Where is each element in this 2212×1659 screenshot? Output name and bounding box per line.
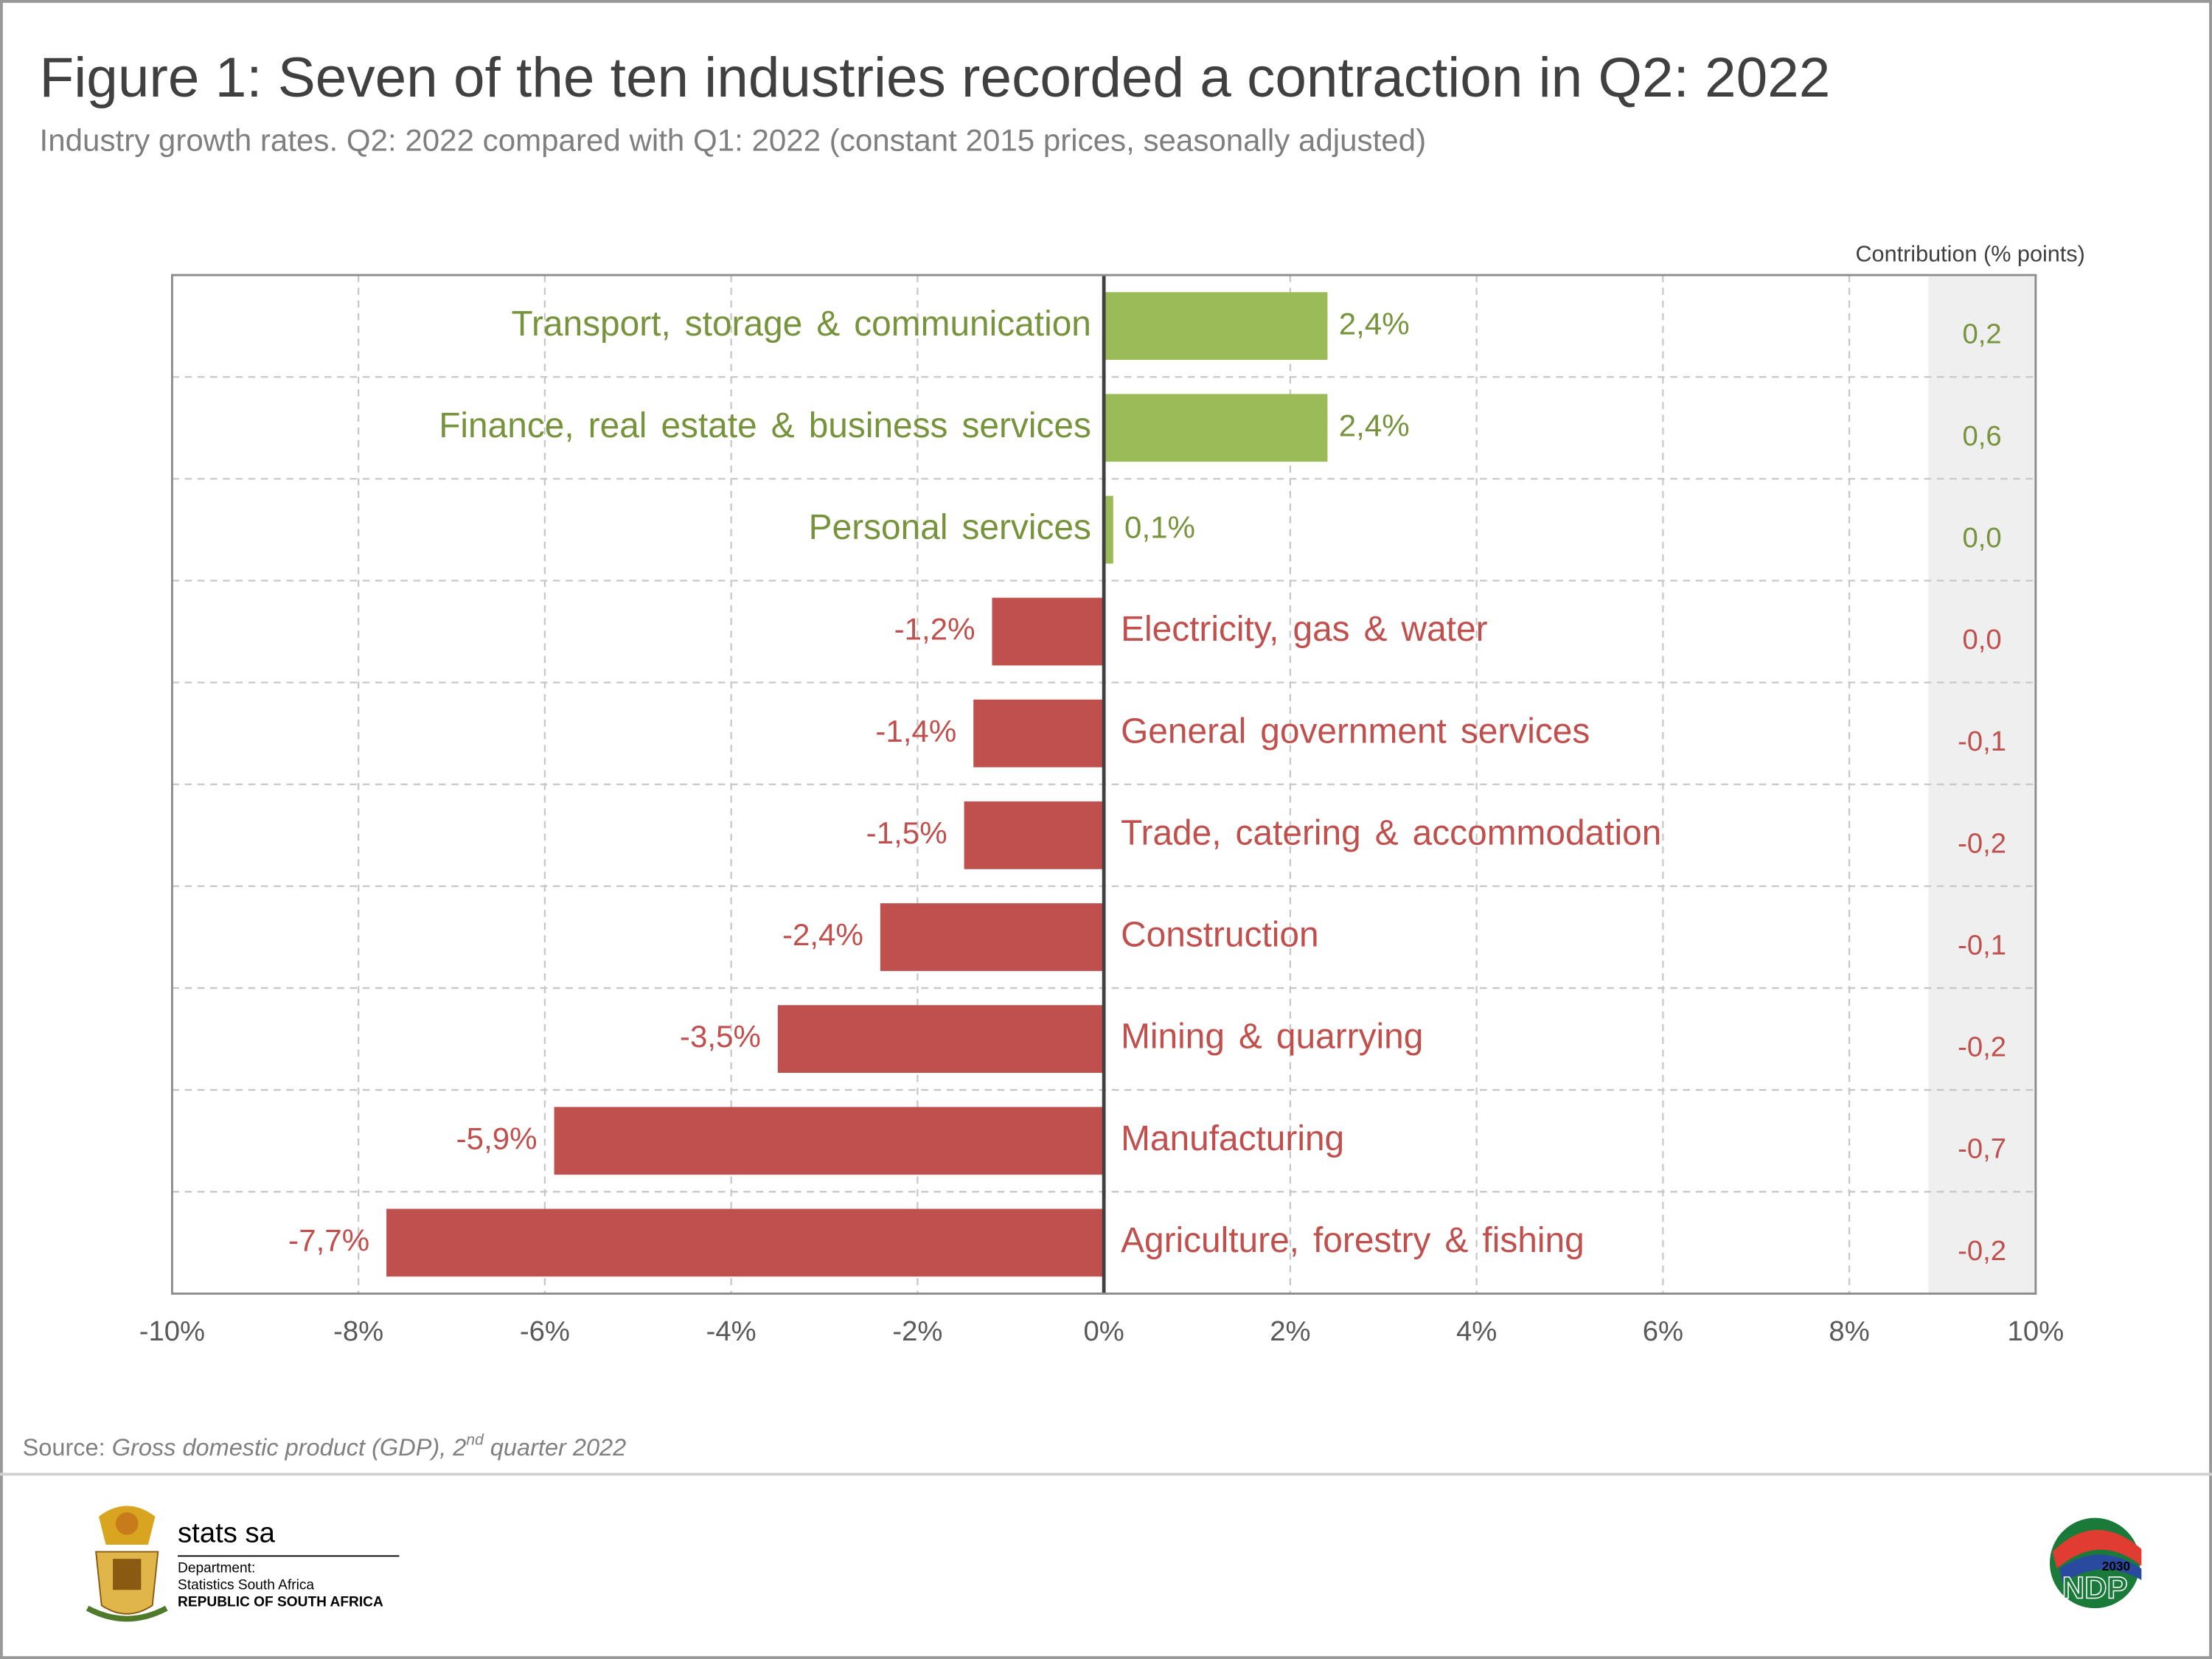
source-prefix: Source:: [23, 1434, 105, 1461]
category-label: Personal services: [809, 508, 1091, 547]
category-label: Manufacturing: [1121, 1119, 1344, 1158]
value-label: -3,5%: [680, 1019, 761, 1054]
contribution-value: -0,2: [1958, 827, 2006, 859]
contribution-value: 0,0: [1963, 624, 2002, 655]
value-label: -2,4%: [782, 917, 863, 952]
bar: [973, 699, 1105, 768]
chart-title: Figure 1: Seven of the ten industries re…: [40, 46, 1831, 109]
contribution-value: -0,1: [1958, 726, 2006, 757]
contribution-value: 0,6: [1963, 420, 2002, 452]
department: Department:: [178, 1561, 255, 1576]
x-tick-label: 4%: [1456, 1315, 1497, 1347]
bar: [386, 1208, 1105, 1277]
x-tick-label: -4%: [706, 1315, 757, 1347]
bar: [554, 1107, 1105, 1175]
chart-subtitle: Industry growth rates. Q2: 2022 compared…: [40, 122, 1427, 157]
contribution-value: 0,2: [1963, 319, 2002, 350]
bar: [1104, 292, 1328, 361]
ndp-text: NDP: [2062, 1570, 2128, 1604]
category-label: Mining & quarrying: [1121, 1018, 1423, 1057]
x-tick-label: -10%: [139, 1315, 205, 1347]
brand: stats sa: [178, 1517, 276, 1549]
source-suffix: quarter 2022: [490, 1434, 626, 1461]
plot-border: [170, 274, 2037, 1295]
contribution-value: -0,1: [1958, 929, 2006, 961]
category-label: Transport, storage & communication: [512, 305, 1091, 344]
x-tick-label: -2%: [892, 1315, 942, 1347]
value-label: -1,4%: [875, 714, 956, 748]
bar: [1104, 495, 1113, 564]
value-label: 2,4%: [1339, 306, 1410, 341]
value-label: -7,7%: [288, 1223, 369, 1258]
contribution-value: -0,7: [1958, 1133, 2006, 1165]
x-tick-label: -6%: [520, 1315, 570, 1347]
x-tick-label: 6%: [1643, 1315, 1683, 1347]
plot: -10% -8% -6% -4% -2% 0% 2% 4% 6% 8% 10% 2,4% Transpo…: [139, 275, 2064, 1347]
agency: Statistics South Africa: [178, 1578, 314, 1593]
source-superscript: nd: [466, 1431, 484, 1448]
category-label: Trade, catering & accommodation: [1121, 813, 1661, 852]
x-tick-label: 10%: [2008, 1315, 2065, 1347]
bar: [992, 597, 1105, 666]
value-label: 2,4%: [1339, 408, 1410, 442]
bar: [880, 903, 1105, 971]
coat-of-arms: [86, 1506, 168, 1622]
contribution-value: -0,2: [1958, 1235, 2006, 1267]
bar: [964, 801, 1105, 869]
contribution-value: 0,0: [1963, 522, 2002, 554]
source-title: Gross domestic product (GDP), 2: [112, 1434, 467, 1461]
x-tick-label: 2%: [1270, 1315, 1310, 1347]
x-tick-label: 8%: [1829, 1315, 1869, 1347]
ndp-logo: NDP 2030: [2049, 1517, 2142, 1609]
value-label: -5,9%: [456, 1121, 538, 1155]
value-label: -1,5%: [866, 815, 947, 850]
ndp-year: 2030: [2102, 1559, 2130, 1573]
value-label: 0,1%: [1124, 510, 1195, 545]
contribution-title: Contribution (% points): [1855, 241, 2084, 266]
category-label: Finance, real estate & business services: [439, 406, 1091, 445]
bar: [1104, 394, 1328, 462]
category-label: Construction: [1121, 916, 1319, 955]
category-label: Electricity, gas & water: [1121, 610, 1487, 649]
contribution-value: -0,2: [1958, 1032, 2006, 1063]
bar: [777, 1005, 1105, 1074]
value-label: -1,2%: [894, 612, 975, 647]
country: REPUBLIC OF SOUTH AFRICA: [178, 1595, 383, 1610]
source: Source: Gross domestic product (GDP), 2n…: [23, 1425, 627, 1460]
x-tick-label: 0%: [1083, 1315, 1124, 1347]
category-label: Agriculture, forestry & fishing: [1121, 1221, 1585, 1260]
x-tick-label: -8%: [333, 1315, 383, 1347]
category-label: General government services: [1121, 712, 1590, 751]
